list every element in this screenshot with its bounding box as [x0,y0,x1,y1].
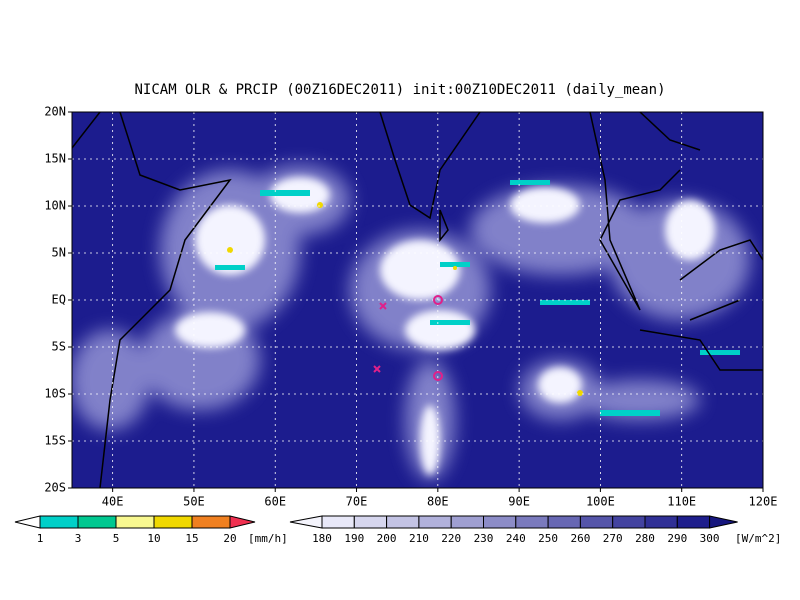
lat-label: 20S [44,481,66,495]
colorbar-box [579,515,614,529]
lon-label: 80E [427,495,449,509]
colorbar-box [644,515,678,529]
lat-label: 15S [44,434,66,448]
colorbar-label: 290 [667,532,687,545]
map [72,112,763,488]
lon-label: 70E [346,495,368,509]
colorbar-arrow [709,515,738,529]
colorbar-box [321,515,355,529]
colorbar-label: 280 [635,532,655,545]
colorbar-box [483,515,517,529]
colorbar-box [39,515,79,529]
lon-label: 60E [264,495,286,509]
colorbar-label: 5 [113,532,120,545]
colorbar-arrow [14,515,41,529]
colorbar-label: 20 [223,532,236,545]
lon-label: 90E [508,495,530,509]
colorbar-label: 10 [147,532,160,545]
colorbar-box [450,515,485,529]
colorbar-label: 200 [377,532,397,545]
lat-label: 5N [52,246,66,260]
lon-label: 100E [586,495,615,509]
colorbar-box [77,515,117,529]
colorbar-label: 15 [185,532,198,545]
colorbar-label: 250 [538,532,558,545]
colorbar-label: 210 [409,532,429,545]
colorbar-box [353,515,388,529]
lat-label: 20N [44,105,66,119]
lat-label: 10S [44,387,66,401]
colorbar-box [191,515,231,529]
colorbar-box [547,515,581,529]
colorbar-label: 190 [344,532,364,545]
lon-label: 40E [102,495,124,509]
colorbar-label: 300 [700,532,720,545]
title: NICAM OLR & PRCIP (00Z16DEC2011) init:00… [134,82,665,98]
colorbar-label: 180 [312,532,332,545]
colorbar-label: 260 [570,532,590,545]
colorbar-box [418,515,452,529]
colorbar-box [612,515,646,529]
colorbar-box [515,515,549,529]
lat-label: EQ [52,293,66,307]
colorbar-label: 3 [75,532,82,545]
colorbar-box [676,515,711,529]
colorbar-box [153,515,193,529]
colorbar-arrow [229,515,256,529]
colorbar-label: 270 [603,532,623,545]
lon-label: 50E [183,495,205,509]
colorbar-box [115,515,155,529]
colorbar-unit: [W/m^2] [735,532,781,545]
colorbar-box [386,515,420,529]
lon-label: 120E [749,495,778,509]
colorbar-arrow [289,515,323,529]
colorbar-label: 1 [37,532,44,545]
lon-label: 110E [667,495,696,509]
colorbar-unit: [mm/h] [248,532,288,545]
lat-label: 15N [44,152,66,166]
colorbar-label: 230 [474,532,494,545]
lat-label: 10N [44,199,66,213]
lat-label: 5S [52,340,66,354]
colorbar-label: 240 [506,532,526,545]
colorbar-label: 220 [441,532,461,545]
